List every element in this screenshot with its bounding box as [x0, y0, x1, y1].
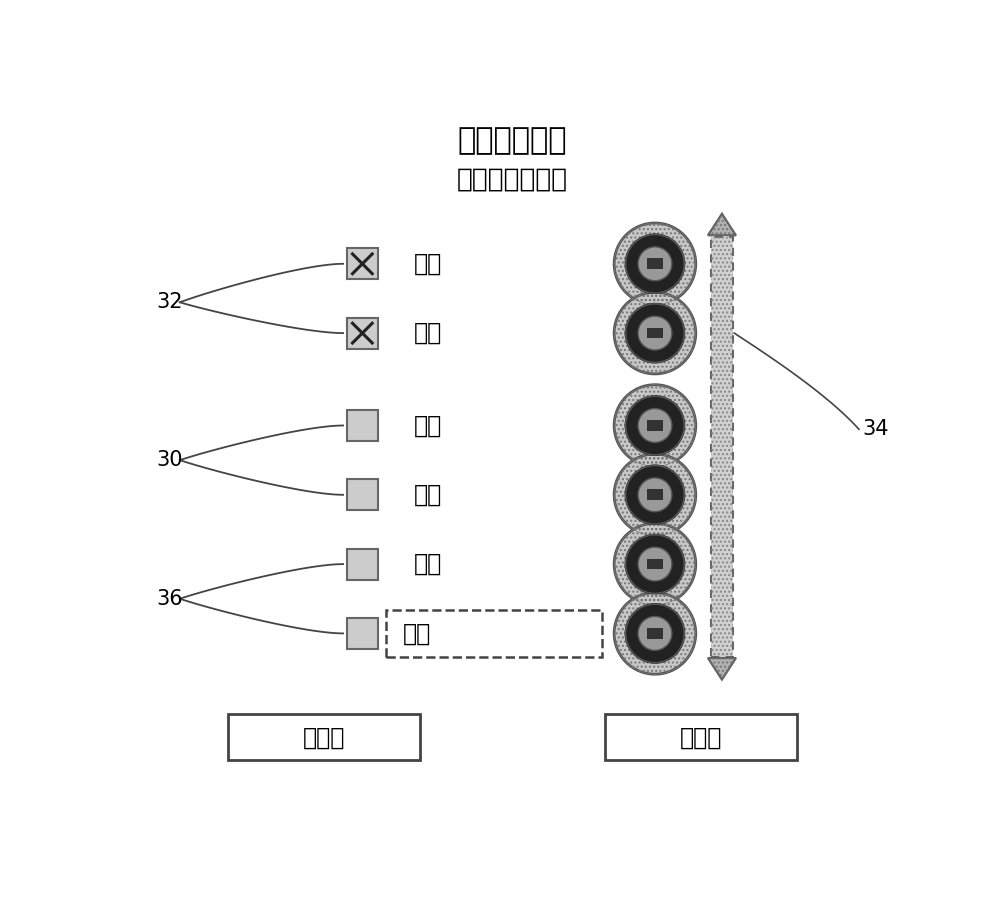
- Circle shape: [638, 409, 672, 443]
- Circle shape: [614, 292, 696, 374]
- Circle shape: [638, 617, 672, 651]
- Text: 上一个: 上一个: [303, 726, 345, 749]
- FancyBboxPatch shape: [647, 559, 663, 569]
- FancyBboxPatch shape: [647, 420, 663, 431]
- Text: 下一个: 下一个: [680, 726, 722, 749]
- Circle shape: [614, 523, 696, 605]
- FancyBboxPatch shape: [347, 410, 378, 441]
- Circle shape: [626, 304, 684, 362]
- FancyBboxPatch shape: [347, 618, 378, 649]
- Circle shape: [614, 454, 696, 535]
- Circle shape: [614, 593, 696, 674]
- Circle shape: [638, 547, 672, 581]
- Text: 36: 36: [157, 588, 183, 608]
- Text: 34: 34: [863, 419, 889, 439]
- Circle shape: [638, 247, 672, 281]
- Circle shape: [626, 535, 684, 593]
- Text: 家庭: 家庭: [414, 252, 442, 275]
- FancyBboxPatch shape: [347, 318, 378, 349]
- FancyBboxPatch shape: [647, 490, 663, 501]
- Text: 30: 30: [157, 450, 183, 470]
- FancyBboxPatch shape: [647, 328, 663, 339]
- Circle shape: [638, 317, 672, 350]
- Text: 32: 32: [157, 292, 183, 312]
- Text: 什么对我重要？: 什么对我重要？: [457, 167, 568, 192]
- Circle shape: [614, 384, 696, 467]
- FancyBboxPatch shape: [347, 549, 378, 579]
- FancyBboxPatch shape: [647, 628, 663, 639]
- Circle shape: [626, 466, 684, 524]
- FancyBboxPatch shape: [347, 248, 378, 279]
- FancyBboxPatch shape: [711, 237, 733, 656]
- Text: 工作: 工作: [414, 414, 442, 437]
- Text: 灵性: 灵性: [414, 552, 442, 576]
- Text: 我的戒烟计划: 我的戒烟计划: [458, 126, 567, 156]
- Text: 写入: 写入: [403, 621, 431, 645]
- FancyBboxPatch shape: [228, 715, 420, 760]
- FancyBboxPatch shape: [647, 258, 663, 269]
- FancyBboxPatch shape: [605, 715, 797, 760]
- Circle shape: [626, 604, 684, 662]
- Polygon shape: [708, 214, 736, 235]
- Text: 健康: 健康: [414, 321, 442, 345]
- FancyBboxPatch shape: [386, 610, 602, 656]
- Circle shape: [614, 223, 696, 305]
- Text: 闲暇: 闲暇: [414, 483, 442, 507]
- Circle shape: [638, 478, 672, 511]
- Circle shape: [626, 396, 684, 455]
- Polygon shape: [708, 658, 736, 680]
- Circle shape: [626, 234, 684, 293]
- FancyBboxPatch shape: [347, 479, 378, 511]
